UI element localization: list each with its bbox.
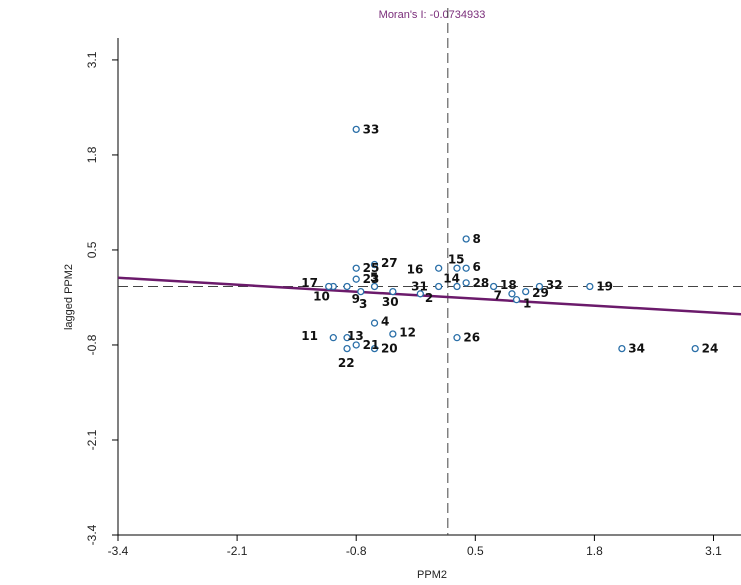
data-point-label: 19 [596, 280, 613, 294]
y-tick-label: 1.8 [85, 146, 99, 163]
data-point-label: 10 [313, 290, 330, 304]
data-points [325, 125, 699, 353]
data-point-label: 34 [628, 342, 645, 356]
y-tick-label: 3.1 [85, 51, 99, 68]
data-point [343, 334, 351, 342]
data-point [352, 275, 360, 283]
data-point-label: 33 [363, 122, 380, 136]
data-point-label: 22 [338, 356, 355, 370]
data-point [370, 282, 379, 291]
data-point-label: 17 [301, 276, 318, 290]
x-tick-label: -0.8 [346, 544, 367, 558]
data-point-label: 28 [473, 276, 490, 290]
y-tick-label: -0.8 [85, 334, 99, 355]
data-point [512, 296, 521, 304]
data-point [329, 334, 337, 342]
data-point-label: 24 [702, 342, 719, 356]
y-tick-label: -2.1 [85, 429, 99, 450]
data-point [435, 264, 443, 272]
data-point [462, 235, 470, 243]
data-point-label: 23 [363, 272, 380, 286]
data-point-label: 14 [443, 271, 460, 285]
y-ticks: -3.4 -2.1 -0.8 0.5 1.8 3.1 [85, 51, 118, 545]
data-point [370, 319, 379, 327]
data-point [586, 282, 594, 291]
data-point [462, 279, 470, 287]
x-tick-label: 1.8 [586, 544, 603, 558]
data-point [389, 287, 397, 296]
data-point-label: 16 [407, 263, 424, 277]
data-point [453, 334, 461, 342]
data-point [435, 282, 443, 291]
data-point-label: 6 [473, 260, 481, 274]
data-point-label: 11 [301, 329, 318, 343]
data-point-label: 7 [494, 288, 502, 302]
data-point [352, 264, 360, 272]
data-point [370, 344, 379, 353]
reference-lines [117, 8, 741, 535]
data-point [453, 264, 461, 272]
x-ticks: -3.4 -2.1 -0.8 0.5 1.8 3.1 [108, 535, 722, 558]
data-point-label: 18 [500, 278, 517, 292]
data-point-label: 1 [523, 296, 531, 310]
data-point-label: 5 [370, 271, 378, 285]
data-point-label: 30 [382, 295, 399, 309]
data-point [535, 282, 544, 291]
data-point [462, 264, 470, 272]
data-point [343, 282, 351, 291]
data-point [352, 125, 360, 134]
data-point [352, 341, 360, 349]
regression-line [117, 276, 741, 316]
chart-title: Moran's I: -0.0734933 [379, 9, 486, 21]
y-tick-label: -3.4 [85, 524, 99, 545]
data-point-label: 13 [347, 329, 364, 343]
data-point-label: 3 [359, 297, 367, 311]
data-point-label: 2 [425, 291, 433, 305]
data-point-label: 15 [448, 252, 465, 266]
data-point [522, 287, 530, 296]
data-point [618, 344, 626, 353]
data-point-label: 20 [381, 342, 398, 356]
data-point-label: 29 [532, 286, 549, 300]
data-point-label: 32 [546, 278, 563, 292]
data-point-label: 31 [411, 280, 428, 294]
data-point [325, 282, 333, 291]
data-point-label: 21 [363, 338, 380, 352]
data-point-label: 12 [399, 326, 416, 340]
data-point [489, 282, 498, 291]
data-point-label: 25 [363, 261, 380, 275]
x-axis-title: PPM2 [417, 569, 447, 581]
x-tick-label: 0.5 [467, 544, 484, 558]
x-tick-label: -2.1 [227, 544, 248, 558]
x-tick-label: 3.1 [705, 544, 722, 558]
data-point [508, 290, 516, 298]
data-point [370, 260, 379, 269]
data-point [691, 344, 699, 353]
data-point-label: 26 [463, 331, 480, 345]
data-point-label: 8 [473, 232, 481, 246]
data-point-label: 9 [352, 292, 360, 306]
data-point-label: 27 [381, 256, 398, 270]
y-tick-label: 0.5 [85, 241, 99, 258]
data-point [389, 330, 397, 338]
data-point [343, 344, 351, 353]
data-point [416, 290, 424, 298]
x-tick-label: -3.4 [108, 544, 129, 558]
data-point [453, 282, 461, 291]
data-point-label: 4 [381, 315, 389, 329]
y-axis-title: lagged PPM2 [63, 264, 75, 330]
data-point [357, 287, 365, 296]
